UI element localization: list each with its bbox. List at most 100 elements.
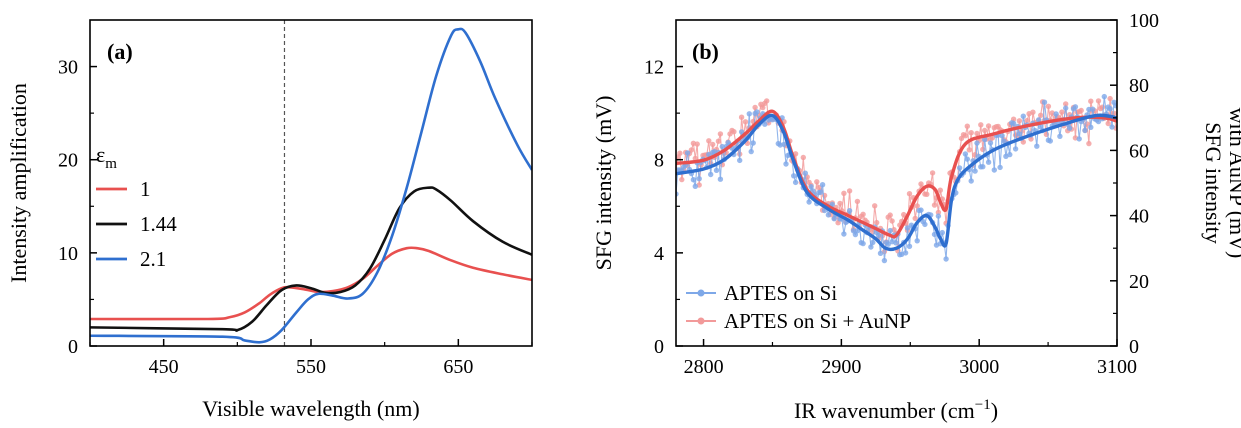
panel-b-point-0-160 [982, 136, 988, 143]
panel-b-point-0-156 [974, 140, 980, 146]
panel-b-point-0-212 [1082, 127, 1088, 134]
panel-b-point-0-6 [684, 150, 691, 156]
panel-b-point-0-9 [690, 177, 697, 183]
panel-b-point-0-87 [841, 231, 847, 237]
panel-b-point-0-56 [781, 141, 787, 148]
panel-b-y-tick-label-1: 4 [654, 243, 664, 265]
panel-b-point-0-187 [1034, 143, 1040, 149]
panel-b-right-y-tick-label-3: 60 [1129, 140, 1149, 162]
panel-b-point-1-103 [872, 203, 878, 209]
panel-b-point-0-38 [746, 111, 752, 117]
panel-b-point-0-207 [1072, 104, 1079, 110]
panel-b-point-1-178 [1016, 118, 1023, 124]
panel-a-legend-label-1: 1.44 [140, 212, 177, 236]
panel-b-point-0-79 [825, 212, 832, 218]
panel-b-point-0-175 [1010, 120, 1017, 127]
panel-b-point-0-127 [918, 207, 924, 213]
panel-b-point-0-134 [931, 231, 938, 238]
panel-b-point-0-197 [1053, 111, 1059, 117]
panel-a: 450 550 650 0 10 20 30 (a) Visible wavelength… [6, 19, 533, 421]
panel-b-y-tick-label-2: 8 [654, 150, 664, 172]
panel-b-point-0-188 [1036, 117, 1042, 123]
panel-b-x-tick-label-2: 3000 [959, 356, 999, 378]
panel-b-point-0-61 [791, 173, 797, 179]
panel-b-point-0-165 [991, 167, 997, 173]
panel-b-point-1-136 [935, 209, 942, 216]
panel-b-point-0-18 [708, 171, 714, 178]
panel-b-legend-swatch-marker-0 [697, 289, 705, 297]
panel-b-point-0-202 [1063, 105, 1069, 111]
panel-b-point-0-209 [1076, 136, 1082, 142]
panel-b-point-0-106 [877, 250, 884, 256]
panel-b-point-1-121 [906, 191, 913, 197]
panel-b-point-0-42 [754, 109, 760, 115]
panel-a-legend-label-0: 1 [140, 177, 151, 201]
panel-b-point-1-158 [978, 122, 984, 128]
panel-a-y-ticks: 0 10 20 30 [58, 57, 97, 358]
panel-b-point-1-17 [706, 138, 712, 144]
panel-b-point-1-47 [764, 98, 770, 104]
panel-b-x-ticks: 2800 2900 3000 3100 [684, 339, 1137, 378]
panel-b-point-0-176 [1012, 146, 1019, 152]
panel-b-point-0-191 [1041, 99, 1048, 105]
panel-b-point-1-189 [1038, 112, 1044, 119]
panel-b-point-1-118 [901, 211, 907, 218]
panel-b-point-0-225 [1107, 106, 1113, 112]
panel-b-point-1-162 [985, 123, 992, 129]
panel-b-point-0-121 [906, 243, 913, 249]
panel-b-point-1-221 [1099, 104, 1106, 110]
panel-b-right-y-axis-title-line1: SFG intensity [1201, 122, 1226, 244]
panel-b-point-1-152 [966, 147, 972, 153]
panel-b-x-axis-title-main: IR wavenumber (cm [794, 398, 975, 423]
panel-b-point-1-2 [677, 150, 683, 156]
panel-b-point-1-22 [715, 138, 722, 144]
panel-b-point-1-156 [974, 130, 980, 137]
panel-b-fit-line-0 [676, 113, 1117, 252]
panel-b-point-0-108 [881, 257, 888, 264]
panel-b-point-0-159 [980, 164, 986, 170]
panel-b-point-1-34 [738, 114, 745, 120]
panel-b-point-1-150 [962, 133, 969, 139]
panel-b-point-1-137 [937, 187, 943, 193]
panel-a-y-tick-label-1: 10 [58, 243, 78, 265]
panel-b-point-0-102 [870, 239, 876, 246]
panel-b-point-0-125 [914, 238, 920, 244]
panel-b-point-1-8 [688, 147, 695, 153]
panel-a-y-tick-label-0: 0 [68, 336, 78, 358]
panel-b-right-y-tick-label-5: 100 [1129, 10, 1159, 32]
panel-a-legend-items: 1 1.44 2.1 [96, 177, 177, 271]
panel-b-series-group [676, 93, 1117, 264]
panel-b-x-tick-label-3: 3100 [1097, 356, 1137, 378]
panel-b-point-0-178 [1016, 131, 1023, 137]
panel-b-point-1-111 [887, 212, 893, 218]
panel-b-point-0-204 [1066, 125, 1073, 131]
panel-b-point-0-12 [696, 176, 702, 182]
panel-b-point-0-228 [1113, 103, 1117, 109]
panel-b-point-0-170 [1001, 138, 1007, 144]
panel-b-point-0-169 [999, 133, 1005, 139]
panel-b-point-0-129 [922, 221, 928, 228]
panel-b-point-0-151 [964, 156, 970, 162]
panel-b-point-0-173 [1007, 151, 1013, 158]
panel-b-point-0-180 [1020, 113, 1026, 119]
panel-b-point-0-119 [902, 250, 909, 256]
panel-a-y-tick-label-2: 20 [58, 150, 78, 172]
panel-b-point-0-168 [997, 164, 1003, 171]
panel-b-point-1-130 [924, 191, 930, 197]
panel-b-point-0-70 [808, 184, 814, 190]
panel-b-right-y-tick-label-2: 40 [1129, 206, 1149, 228]
panel-b-point-1-134 [931, 202, 938, 208]
panel-a-y-tick-label-3: 30 [58, 57, 78, 79]
panel-b-point-0-215 [1088, 124, 1094, 130]
panel-b-point-1-73 [814, 179, 820, 185]
panel-b-point-1-19 [710, 141, 716, 148]
panel-b-point-0-163 [987, 140, 994, 146]
panel-b-point-0-216 [1090, 106, 1096, 112]
panel-b-label: (b) [692, 39, 719, 64]
panel-b-point-0-111 [887, 227, 893, 234]
panel-b-point-0-21 [713, 167, 720, 173]
panel-b-point-1-219 [1095, 98, 1102, 104]
panel-b-legend-swatch-marker-1 [697, 317, 705, 325]
panel-a-series-group [90, 20, 532, 346]
panel-b-point-1-87 [841, 190, 847, 196]
